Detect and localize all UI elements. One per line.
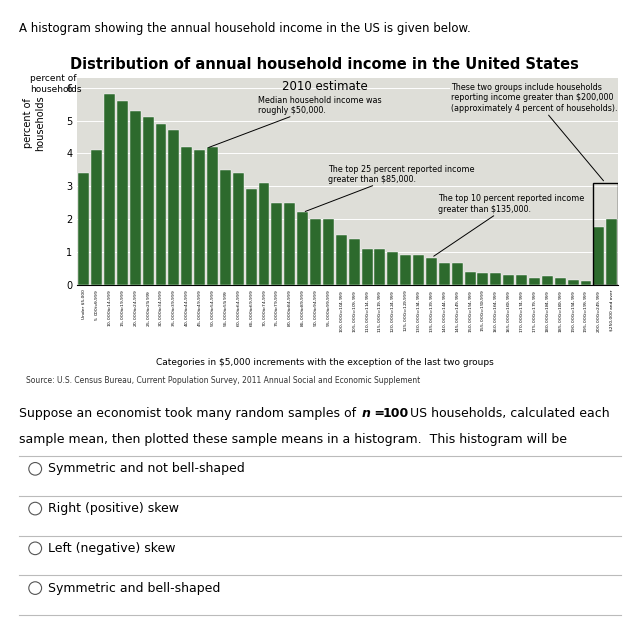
Text: n: n	[362, 407, 371, 420]
Bar	[503, 275, 514, 285]
Bar	[91, 150, 102, 285]
Text: Median household income was
roughly $50,000.: Median household income was roughly $50,…	[209, 96, 381, 148]
Bar	[207, 147, 218, 285]
Bar	[593, 227, 604, 285]
Bar	[323, 219, 334, 285]
Bar	[516, 275, 527, 285]
Text: US households, calculated each: US households, calculated each	[406, 407, 610, 420]
Bar	[465, 271, 476, 285]
Bar	[220, 170, 231, 285]
Bar	[400, 255, 411, 285]
Bar	[452, 263, 463, 285]
Bar	[413, 255, 424, 285]
Text: Right (positive) skew: Right (positive) skew	[48, 502, 179, 515]
Text: Symmetric and not bell-shaped: Symmetric and not bell-shaped	[48, 463, 244, 475]
Bar	[181, 147, 192, 285]
Bar	[349, 239, 360, 285]
Text: 100: 100	[383, 407, 409, 420]
Bar	[246, 189, 257, 285]
Bar	[362, 249, 372, 285]
Bar	[130, 110, 141, 285]
Text: Suppose an economist took many random samples of: Suppose an economist took many random sa…	[19, 407, 360, 420]
Bar	[297, 213, 308, 285]
Text: The top 25 percent reported income
greater than $85,000.: The top 25 percent reported income great…	[305, 165, 475, 211]
Text: These two groups include households
reporting income greater than $200,000
(appr: These two groups include households repo…	[451, 83, 617, 181]
Text: Distribution of annual household income in the United States: Distribution of annual household income …	[70, 57, 579, 71]
Bar	[233, 173, 244, 285]
Text: Symmetric and bell-shaped: Symmetric and bell-shaped	[48, 582, 220, 594]
Bar	[78, 173, 89, 285]
Text: 2010 estimate: 2010 estimate	[282, 80, 367, 93]
Bar	[168, 131, 179, 285]
Bar	[143, 117, 154, 285]
Bar	[542, 276, 553, 285]
Text: sample mean, then plotted these sample means in a histogram.  This histogram wil: sample mean, then plotted these sample m…	[19, 433, 567, 447]
Y-axis label: percent of
households: percent of households	[23, 95, 45, 151]
Bar	[259, 183, 269, 285]
Bar	[156, 124, 166, 285]
Text: Left (negative) skew: Left (negative) skew	[48, 542, 175, 555]
Bar	[490, 273, 501, 285]
Bar	[310, 219, 321, 285]
Text: Source: U.S. Census Bureau, Current Population Survey, 2011 Annual Social and Ec: Source: U.S. Census Bureau, Current Popu…	[26, 376, 420, 385]
Bar	[104, 94, 115, 285]
Bar	[336, 235, 347, 285]
Bar	[194, 150, 205, 285]
Bar	[284, 203, 295, 285]
Bar	[580, 281, 591, 285]
Bar	[529, 278, 540, 285]
Bar	[117, 101, 128, 285]
Bar	[606, 219, 617, 285]
Bar	[426, 259, 437, 285]
Bar	[271, 203, 282, 285]
Bar	[374, 249, 385, 285]
Text: percent of
households: percent of households	[30, 74, 82, 94]
Bar	[568, 280, 579, 285]
Bar	[387, 252, 398, 285]
Text: Categories in $5,000 increments with the exception of the last two groups: Categories in $5,000 increments with the…	[156, 358, 493, 367]
Bar	[555, 278, 566, 285]
Bar	[439, 263, 450, 285]
Bar	[477, 273, 488, 285]
Text: The top 10 percent reported income
greater than $135,000.: The top 10 percent reported income great…	[434, 194, 584, 256]
Text: A histogram showing the annual household income in the US is given below.: A histogram showing the annual household…	[19, 22, 471, 35]
Text: =: =	[370, 407, 389, 420]
